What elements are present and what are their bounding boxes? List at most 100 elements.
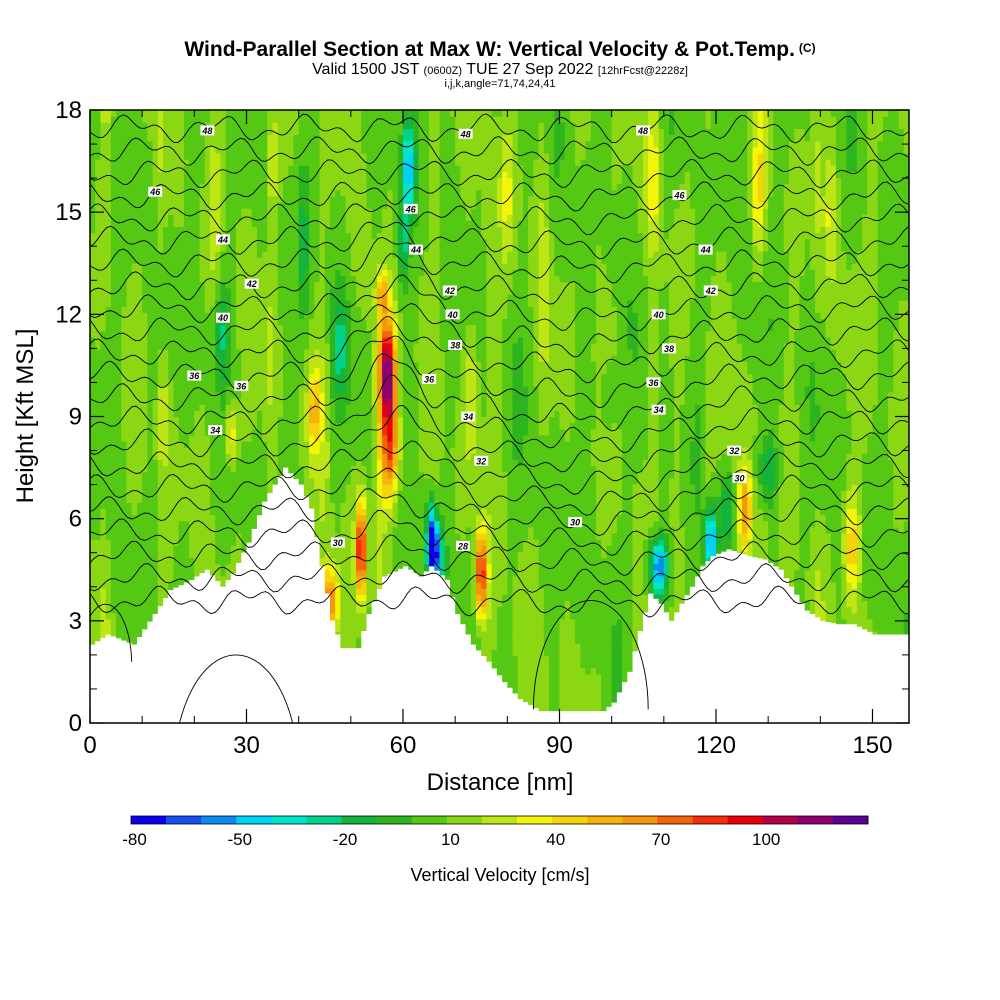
velocity-cell (272, 318, 279, 326)
velocity-cell (199, 532, 206, 540)
velocity-cell (329, 220, 336, 228)
velocity-cell (215, 275, 222, 283)
velocity-cell (277, 373, 284, 381)
velocity-cell (147, 195, 154, 203)
velocity-cell (225, 459, 232, 467)
velocity-cell (110, 477, 117, 485)
velocity-cell (157, 453, 164, 461)
velocity-cell (100, 569, 107, 577)
velocity-cell (95, 293, 102, 301)
velocity-cell (215, 263, 222, 270)
velocity-cell (267, 128, 274, 136)
velocity-cell (256, 416, 263, 424)
velocity-cell (110, 165, 117, 172)
velocity-cell (215, 269, 222, 277)
velocity-cell (110, 502, 117, 510)
velocity-cell (288, 281, 295, 289)
velocity-cell (262, 379, 268, 387)
velocity-cell (90, 477, 96, 485)
velocity-cell (340, 220, 347, 228)
velocity-cell (116, 244, 122, 252)
velocity-cell (173, 398, 180, 405)
velocity-cell (246, 514, 253, 522)
velocity-cell (189, 214, 195, 221)
velocity-cell (340, 312, 347, 320)
velocity-cell (110, 110, 117, 117)
velocity-cell (168, 428, 175, 436)
velocity-cell (241, 342, 248, 350)
velocity-cell (283, 318, 289, 326)
velocity-cell (116, 582, 122, 589)
velocity-cell (340, 557, 347, 565)
velocity-cell (283, 349, 289, 356)
velocity-cell (329, 312, 336, 320)
velocity-cell (288, 226, 295, 234)
velocity-cell (230, 551, 237, 559)
velocity-cell (209, 116, 216, 123)
velocity-cell (178, 434, 185, 442)
velocity-cell (173, 128, 180, 136)
velocity-cell (121, 447, 128, 454)
velocity-cell (126, 349, 133, 356)
velocity-cell (173, 367, 180, 375)
velocity-cell (100, 306, 107, 313)
velocity-cell (136, 146, 143, 154)
velocity-cell (110, 447, 117, 454)
velocity-cell (126, 281, 133, 289)
velocity-cell (241, 306, 248, 313)
velocity-cell (303, 459, 310, 467)
velocity-cell (110, 330, 117, 338)
velocity-cell (230, 404, 237, 411)
velocity-cell (152, 312, 159, 320)
velocity-cell (293, 391, 300, 399)
velocity-cell (189, 171, 195, 179)
velocity-cell (298, 477, 305, 485)
velocity-cell (251, 422, 258, 430)
velocity-cell (220, 490, 227, 497)
velocity-cell (277, 385, 284, 393)
velocity-cell (220, 128, 227, 136)
velocity-cell (283, 355, 289, 362)
velocity-cell (121, 281, 128, 289)
velocity-cell (204, 300, 211, 307)
velocity-cell (100, 336, 107, 344)
velocity-cell (136, 600, 143, 608)
velocity-cell (95, 134, 102, 142)
velocity-cell (116, 214, 122, 221)
velocity-cell (246, 250, 253, 258)
velocity-cell (267, 159, 274, 166)
velocity-cell (121, 122, 128, 129)
velocity-cell (220, 165, 227, 172)
velocity-cell (131, 563, 138, 571)
velocity-cell (204, 171, 211, 179)
velocity-cell (157, 349, 164, 356)
velocity-cell (147, 582, 154, 589)
velocity-cell (236, 165, 242, 172)
velocity-cell (314, 385, 321, 393)
velocity-cell (236, 391, 242, 399)
velocity-cell (95, 269, 102, 277)
velocity-cell (116, 312, 122, 320)
velocity-cell (288, 459, 295, 467)
velocity-cell (340, 287, 347, 295)
velocity-cell (256, 195, 263, 203)
velocity-cell (303, 226, 310, 234)
velocity-cell (152, 532, 159, 540)
velocity-cell (335, 588, 341, 595)
velocity-cell (251, 214, 258, 221)
velocity-cell (131, 447, 138, 454)
velocity-cell (251, 232, 258, 240)
velocity-cell (147, 152, 154, 160)
velocity-cell (340, 422, 347, 430)
velocity-cell (340, 600, 347, 608)
velocity-cell (293, 281, 300, 289)
velocity-cell (204, 238, 211, 246)
velocity-cell (147, 373, 154, 381)
velocity-cell (152, 483, 159, 491)
velocity-cell (163, 594, 169, 601)
velocity-cell (168, 532, 175, 540)
velocity-cell (283, 146, 289, 154)
velocity-cell (335, 232, 341, 240)
velocity-cell (183, 300, 190, 307)
velocity-cell (225, 569, 232, 577)
